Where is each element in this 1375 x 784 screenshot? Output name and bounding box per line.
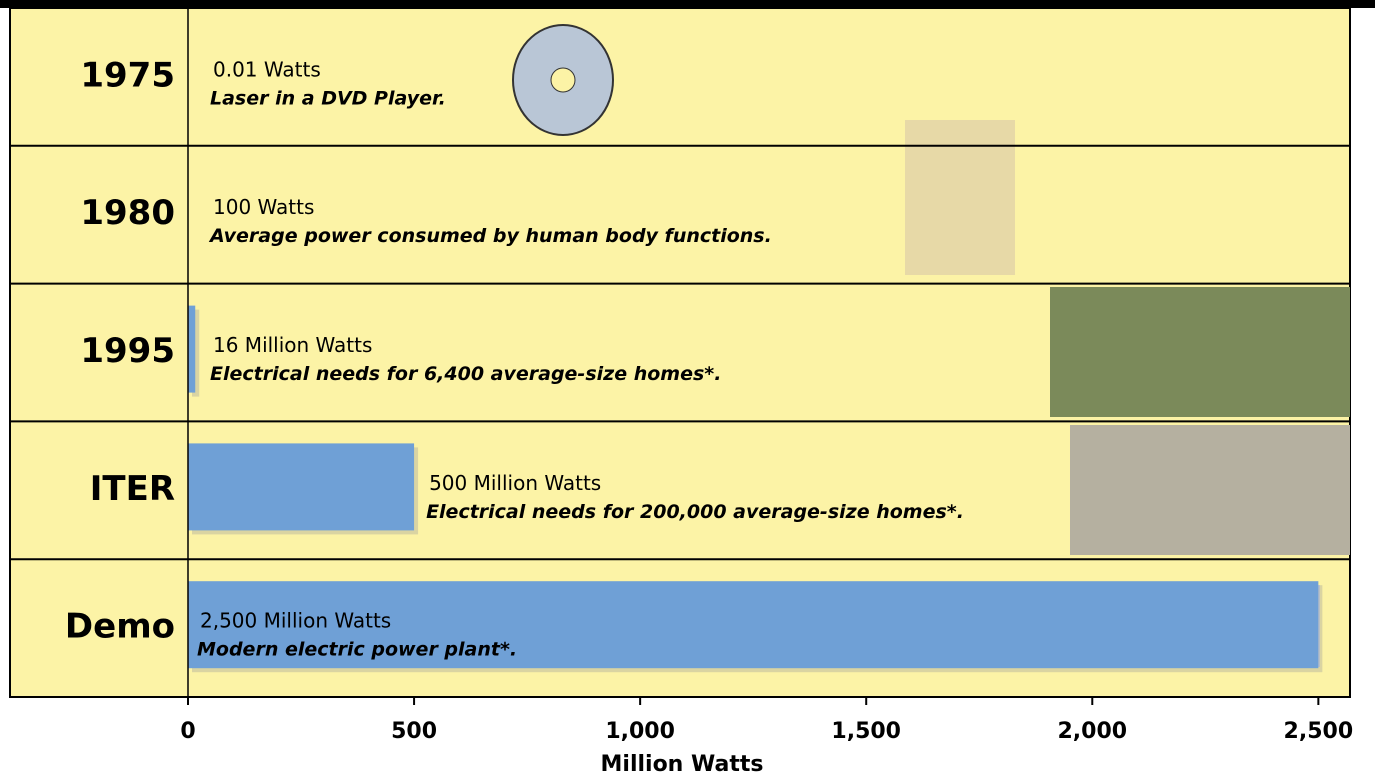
x-axis-title: Million Watts [601, 752, 764, 777]
category-label: 1980 [80, 193, 175, 233]
description: Laser in a DVD Player. [210, 87, 446, 109]
bar [188, 443, 414, 530]
description: Electrical needs for 200,000 average-siz… [426, 501, 964, 523]
joggers-image [905, 120, 1015, 275]
x-tick-label: 2,000 [1057, 719, 1127, 744]
x-tick-label: 1,000 [605, 719, 675, 744]
x-tick-label: 2,500 [1284, 719, 1354, 744]
x-tick-label: 0 [180, 719, 195, 744]
bar [188, 306, 195, 393]
description: Average power consumed by human body fun… [208, 225, 772, 247]
x-tick-label: 1,500 [831, 719, 901, 744]
category-label: ITER [90, 469, 175, 509]
value-label: 100 Watts [213, 195, 314, 219]
value-label: 16 Million Watts [213, 333, 372, 357]
value-label: 2,500 Million Watts [200, 609, 391, 633]
description: Modern electric power plant*. [197, 639, 517, 661]
top-bar [0, 0, 1375, 8]
x-tick-label: 500 [391, 719, 437, 744]
suburb-image [1070, 425, 1350, 555]
description: Electrical needs for 6,400 average-size … [210, 363, 721, 385]
dvd-hole [551, 68, 575, 92]
value-label: 500 Million Watts [429, 471, 601, 495]
value-label: 0.01 Watts [213, 57, 321, 81]
category-label: 1975 [80, 55, 175, 95]
homes-image [1050, 287, 1350, 417]
category-label: 1995 [80, 331, 175, 371]
chart: Million Watts 0 500 1,000 1,500 2,000 2,500 19… [0, 0, 1375, 780]
category-label: Demo [65, 607, 175, 647]
